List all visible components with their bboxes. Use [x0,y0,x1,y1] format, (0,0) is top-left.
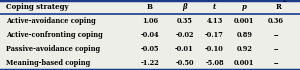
Text: -0.50: -0.50 [175,59,194,67]
Text: -0.10: -0.10 [205,45,224,53]
Text: 4.13: 4.13 [206,17,223,25]
Text: 1.06: 1.06 [142,17,158,25]
Text: Active-avoidance coping: Active-avoidance coping [6,17,96,25]
Text: t: t [213,3,216,11]
Text: R: R [276,3,282,11]
Text: 0.92: 0.92 [237,45,252,53]
Text: β: β [182,3,187,11]
Text: -0.04: -0.04 [141,31,159,39]
Text: 0.001: 0.001 [234,59,255,67]
Text: --: -- [273,31,279,39]
Text: -1.22: -1.22 [141,59,159,67]
Text: 2: 2 [283,0,286,3]
Text: B: B [147,3,153,11]
Text: p: p [242,3,247,11]
Text: -0.02: -0.02 [175,31,194,39]
Text: --: -- [273,59,279,67]
Text: -5.08: -5.08 [205,59,224,67]
Text: -0.17: -0.17 [205,31,224,39]
Text: 0.89: 0.89 [236,31,253,39]
Text: 0.35: 0.35 [177,17,192,25]
Text: -0.01: -0.01 [175,45,194,53]
Text: --: -- [273,45,279,53]
Text: Coping strategy: Coping strategy [6,3,69,11]
Text: 0.36: 0.36 [268,17,284,25]
Text: Passive-avoidance coping: Passive-avoidance coping [6,45,100,53]
Text: -0.05: -0.05 [141,45,159,53]
Text: Meaning-based coping: Meaning-based coping [6,59,90,67]
Text: Active-confronting coping: Active-confronting coping [6,31,103,39]
Text: 0.001: 0.001 [234,17,255,25]
